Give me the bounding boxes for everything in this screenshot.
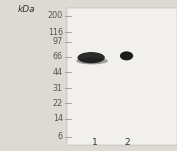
FancyBboxPatch shape (67, 8, 177, 145)
Text: 22: 22 (53, 99, 63, 108)
Text: 116: 116 (48, 28, 63, 37)
Text: 44: 44 (53, 68, 63, 77)
Text: 2: 2 (125, 138, 130, 147)
Text: 14: 14 (53, 114, 63, 123)
Text: 31: 31 (53, 84, 63, 93)
Text: kDa: kDa (18, 5, 35, 14)
Ellipse shape (78, 52, 105, 63)
Text: 97: 97 (53, 37, 63, 46)
Text: 1: 1 (92, 138, 98, 147)
Text: 6: 6 (58, 132, 63, 141)
Ellipse shape (120, 51, 133, 60)
Text: 66: 66 (53, 52, 63, 61)
Ellipse shape (76, 58, 108, 64)
Text: 200: 200 (48, 11, 63, 20)
